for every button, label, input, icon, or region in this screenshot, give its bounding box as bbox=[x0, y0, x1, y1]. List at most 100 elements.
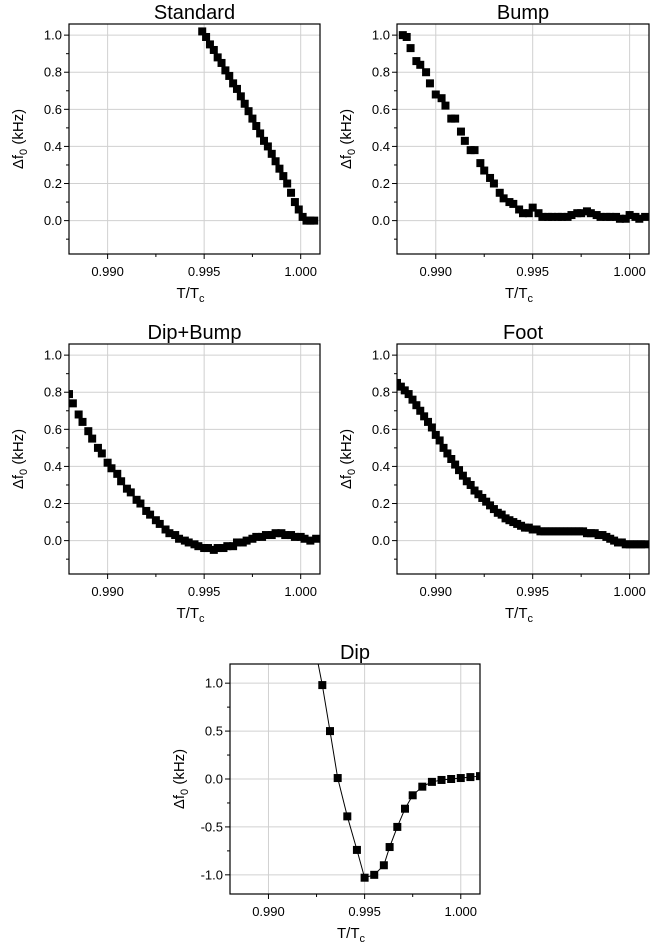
data-point bbox=[103, 458, 112, 467]
data-point bbox=[470, 146, 479, 155]
series-group bbox=[303, 603, 480, 882]
data-point bbox=[480, 166, 489, 175]
data-point bbox=[466, 773, 475, 782]
data-point bbox=[229, 79, 238, 88]
data-point bbox=[606, 212, 615, 221]
data-point bbox=[439, 443, 448, 452]
data-point bbox=[447, 775, 456, 783]
data-point bbox=[431, 430, 440, 439]
data-point bbox=[294, 205, 303, 214]
data-point bbox=[88, 434, 97, 443]
data-point bbox=[126, 488, 135, 497]
data-point bbox=[146, 510, 155, 519]
x-tick-label: 0.995 bbox=[516, 264, 549, 279]
data-point bbox=[318, 681, 327, 690]
y-tick-label: 0.6 bbox=[372, 422, 390, 437]
data-point bbox=[205, 40, 214, 49]
data-point bbox=[300, 534, 309, 543]
data-point bbox=[252, 122, 261, 131]
data-point bbox=[641, 540, 649, 549]
x-tick-label: 0.990 bbox=[419, 584, 452, 599]
y-axis-label: Δf0 (kHz) bbox=[338, 109, 358, 169]
y-axis-label: Δf0 (kHz) bbox=[171, 749, 191, 809]
data-point bbox=[615, 214, 624, 223]
data-point bbox=[225, 71, 234, 80]
data-point bbox=[279, 172, 288, 181]
chart-title: Standard bbox=[154, 2, 235, 24]
data-point bbox=[312, 534, 320, 543]
data-point bbox=[416, 406, 425, 415]
data-point bbox=[165, 529, 174, 538]
chart-panel-1: 0.990 0.995 1.000 0.0 0.2 0.4 0.6 0.8 1.0 Bump T/T… bbox=[338, 2, 650, 305]
x-axis-label-sub: c bbox=[528, 613, 534, 625]
data-point bbox=[489, 179, 498, 188]
data-point bbox=[420, 412, 429, 421]
y-tick-label: 0.4 bbox=[372, 459, 390, 474]
data-point bbox=[204, 544, 213, 553]
y-tick-label: 0.2 bbox=[372, 176, 390, 191]
data-point bbox=[509, 199, 518, 208]
data-point bbox=[175, 534, 184, 543]
series-group bbox=[69, 390, 320, 554]
data-point bbox=[202, 32, 211, 41]
y-tick-label: 0.2 bbox=[44, 176, 62, 191]
data-point bbox=[333, 774, 342, 783]
y-axis-label-unit: (kHz) bbox=[338, 109, 355, 149]
x-tick-label: 1.000 bbox=[284, 264, 317, 279]
x-axis-label: T/Tc bbox=[177, 285, 206, 305]
data-point bbox=[290, 532, 299, 541]
data-point bbox=[275, 164, 284, 173]
y-axis-label: Δf0 (kHz) bbox=[10, 109, 30, 169]
y-tick-label: 1.0 bbox=[44, 348, 62, 363]
data-point bbox=[476, 772, 480, 781]
data-point bbox=[431, 90, 440, 99]
data-point bbox=[78, 417, 87, 426]
x-axis-label: T/Tc bbox=[505, 605, 534, 625]
data-point bbox=[425, 79, 434, 88]
x-tick-label: 1.000 bbox=[613, 584, 646, 599]
data-point bbox=[577, 209, 586, 218]
data-point bbox=[217, 58, 226, 67]
y-axis-label-unit: (kHz) bbox=[10, 429, 27, 469]
data-point bbox=[287, 188, 296, 197]
data-point bbox=[586, 209, 595, 218]
data-point bbox=[466, 480, 475, 489]
y-tick-label: 1.0 bbox=[44, 28, 62, 43]
x-axis-label-main: T/T bbox=[505, 285, 528, 302]
plot-frame bbox=[68, 23, 321, 255]
data-point bbox=[418, 782, 427, 791]
data-point bbox=[460, 136, 469, 145]
data-point bbox=[244, 107, 253, 116]
x-tick-label: 1.000 bbox=[613, 264, 646, 279]
series-group bbox=[198, 27, 319, 225]
data-point bbox=[641, 212, 649, 221]
x-tick-label: 1.000 bbox=[284, 584, 317, 599]
data-point bbox=[232, 84, 241, 93]
y-axis-label-unit: (kHz) bbox=[10, 109, 27, 149]
data-point bbox=[422, 68, 431, 77]
y-axis-label-unit: (kHz) bbox=[338, 429, 355, 469]
data-point bbox=[221, 66, 230, 75]
data-point bbox=[437, 775, 446, 784]
data-point bbox=[352, 845, 361, 854]
y-tick-label: 1.0 bbox=[372, 28, 390, 43]
data-point bbox=[303, 603, 311, 611]
y-tick-label: 0.5 bbox=[205, 724, 223, 739]
data-point bbox=[93, 443, 102, 452]
series-group bbox=[398, 31, 649, 223]
x-axis-label-sub: c bbox=[528, 293, 534, 305]
chart-title: Dip+Bump bbox=[148, 322, 242, 344]
y-tick-label: 0.0 bbox=[372, 533, 390, 548]
data-point bbox=[499, 194, 508, 203]
data-point bbox=[495, 188, 504, 197]
chart-panel-4: 0.990 0.995 1.000-1.0-0.50.00.51.0DipT/TcΔ… bbox=[171, 603, 481, 945]
y-axis-label-main: Δf bbox=[171, 794, 188, 809]
chart-title: Bump bbox=[497, 2, 549, 24]
y-tick-label: 1.0 bbox=[372, 348, 390, 363]
data-point bbox=[416, 60, 425, 69]
chart-panel-0: 0.990 0.995 1.000 0.0 0.2 0.4 0.6 0.8 1.0 Standar… bbox=[10, 2, 321, 305]
data-point bbox=[136, 499, 145, 508]
y-tick-label: -1.0 bbox=[201, 867, 223, 882]
y-axis-label: Δf0 (kHz) bbox=[10, 429, 30, 489]
chart-panel-3: 0.990 0.995 1.000 0.0 0.2 0.4 0.6 0.8 1.0 Foot T/T… bbox=[338, 322, 650, 625]
